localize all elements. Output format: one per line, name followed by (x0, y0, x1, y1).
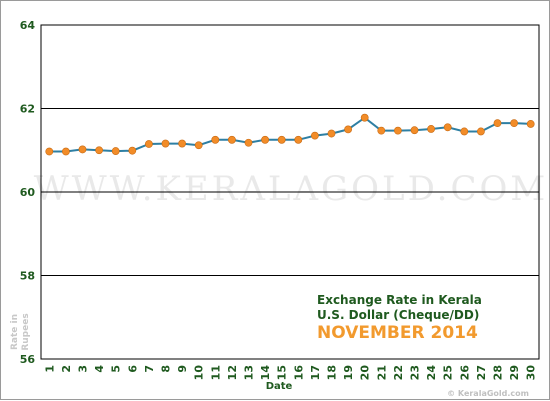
data-point-27 (476, 127, 485, 136)
data-point-14 (261, 135, 269, 144)
y-axis-label: Rate in Rupees (10, 313, 31, 350)
x-tick-label-4: 4 (93, 365, 106, 373)
data-point-9 (178, 139, 186, 148)
x-tick-label-26: 26 (458, 365, 471, 381)
x-tick-label-10: 10 (193, 365, 206, 381)
x-tick-label-13: 13 (243, 365, 256, 380)
x-tick-label-24: 24 (425, 365, 438, 381)
x-tick-label-17: 17 (309, 365, 322, 380)
watermark-text: WWW.KERALAGOLD.COM (34, 169, 548, 209)
data-point-6 (128, 146, 137, 155)
y-tick-label-58: 58 (20, 270, 35, 283)
x-tick-label-15: 15 (276, 365, 289, 380)
x-tick-label-23: 23 (409, 365, 422, 380)
x-tick-label-3: 3 (77, 365, 90, 373)
data-point-10 (194, 141, 203, 150)
y-tick-label-64: 64 (20, 19, 36, 32)
x-tick-label-18: 18 (326, 365, 339, 380)
data-point-23 (410, 126, 419, 135)
y-axis-label-line-1: Rate in (10, 314, 20, 350)
data-point-3 (78, 145, 87, 154)
x-tick-label-12: 12 (226, 365, 239, 380)
series-line-0 (49, 116, 531, 153)
data-point-1 (45, 147, 54, 156)
data-point-11 (211, 135, 220, 144)
data-point-12 (227, 135, 236, 144)
data-point-29 (510, 119, 518, 128)
data-point-22 (393, 126, 402, 135)
x-tick-label-19: 19 (342, 365, 355, 380)
x-tick-label-8: 8 (160, 365, 173, 373)
data-point-19 (344, 125, 352, 134)
x-tick-label-22: 22 (392, 365, 405, 380)
x-tick-label-30: 30 (525, 365, 538, 381)
x-tick-label-1: 1 (43, 365, 56, 373)
data-point-26 (460, 127, 469, 136)
data-point-13 (244, 138, 253, 147)
x-tick-label-5: 5 (110, 365, 123, 373)
data-point-5 (111, 147, 120, 155)
data-point-25 (443, 123, 452, 132)
x-axis-label: Date (266, 381, 293, 392)
chart-period: NOVEMBER 2014 (317, 323, 478, 343)
y-tick-label-62: 62 (20, 103, 35, 116)
y-tick-label-56: 56 (20, 353, 36, 366)
x-tick-label-6: 6 (126, 365, 139, 373)
data-point-7 (144, 140, 153, 148)
data-point-20 (360, 113, 369, 122)
chart-title: Exchange Rate in Kerala (317, 293, 482, 307)
data-point-28 (493, 119, 502, 128)
data-point-18 (327, 129, 336, 138)
x-tick-label-29: 29 (508, 365, 521, 380)
credit-text: © KeralaGold.com (447, 389, 529, 398)
data-point-2 (62, 147, 70, 156)
data-point-8 (161, 139, 170, 148)
x-tick-label-16: 16 (292, 365, 305, 381)
x-tick-label-28: 28 (492, 365, 505, 380)
data-point-17 (310, 131, 319, 140)
y-tick-label-60: 60 (20, 186, 36, 199)
data-point-24 (427, 125, 435, 133)
x-tick-label-11: 11 (209, 365, 222, 380)
data-point-30 (526, 120, 535, 128)
x-tick-label-25: 25 (442, 365, 455, 380)
x-tick-label-9: 9 (176, 365, 189, 373)
data-point-15 (277, 135, 286, 144)
data-point-4 (95, 146, 103, 155)
y-axis-label-line-2: Rupees (21, 313, 31, 350)
data-point-21 (377, 126, 386, 135)
x-tick-label-27: 27 (475, 365, 488, 380)
data-point-16 (294, 135, 303, 144)
x-tick-label-20: 20 (359, 365, 372, 381)
chart-subtitle: U.S. Dollar (Cheque/DD) (317, 308, 479, 322)
x-tick-label-2: 2 (60, 365, 73, 373)
x-tick-label-21: 21 (375, 365, 388, 380)
x-tick-label-14: 14 (259, 365, 272, 381)
x-tick-label-7: 7 (143, 365, 156, 373)
